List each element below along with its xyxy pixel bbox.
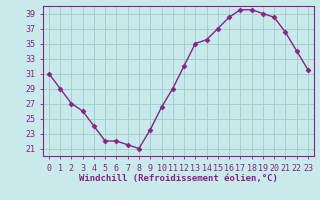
X-axis label: Windchill (Refroidissement éolien,°C): Windchill (Refroidissement éolien,°C) bbox=[79, 174, 278, 183]
